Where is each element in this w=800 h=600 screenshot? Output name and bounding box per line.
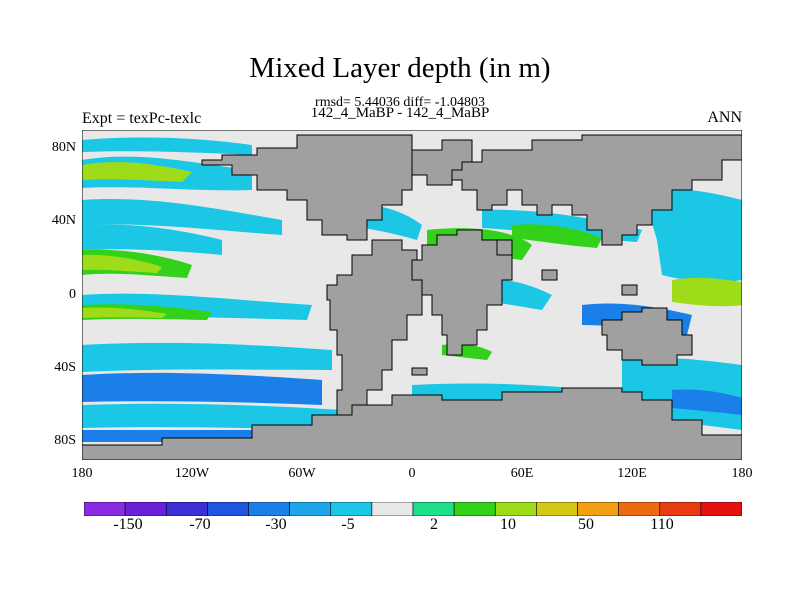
lon-label-180-east: 180 (731, 466, 753, 481)
experiment-label: Expt = texPc-texlc (82, 110, 202, 127)
colorbar-swatch (371, 502, 414, 516)
colorbar-label: 2 (430, 516, 438, 533)
lon-label-120E: 120E (617, 466, 647, 481)
lon-label-120W: 120W (174, 466, 210, 481)
colorbar-swatch (124, 502, 167, 516)
colorbar-swatch (494, 502, 537, 516)
plot-subtitle: 142_4_MaBP - 142_4_MaBP (310, 105, 490, 121)
colorbar-swatch (248, 502, 290, 516)
colorbar-swatch (536, 502, 578, 516)
colorbar-swatch (84, 502, 126, 516)
colorbar-label: 50 (578, 516, 594, 533)
map-panel (82, 130, 742, 460)
colorbar-label: -30 (265, 516, 287, 533)
stats-line: rmsd= 5.44036 diff= -1.04803 (315, 95, 485, 110)
colorbar-swatch (618, 502, 661, 516)
lon-label-0: 0 (408, 466, 416, 481)
colorbar-swatch (700, 502, 742, 516)
lat-label-0: 0 (69, 287, 76, 302)
colorbar-swatch (577, 502, 619, 516)
colorbar (84, 502, 742, 516)
plot-title: Mixed Layer depth (in m) (249, 52, 551, 84)
colorbar-swatch (412, 502, 455, 516)
lat-label-40N: 40N (51, 213, 76, 228)
lat-label-40S: 40S (54, 360, 76, 375)
lat-label-80S: 80S (54, 433, 76, 448)
lon-label-60E: 60E (510, 466, 534, 481)
colorbar-swatch (165, 502, 208, 516)
colorbar-label: -150 (113, 516, 143, 533)
colorbar-label: 110 (650, 516, 674, 533)
colorbar-swatch (207, 502, 249, 516)
colorbar-label: 10 (500, 516, 516, 533)
colorbar-swatch (659, 502, 702, 516)
colorbar-swatch (453, 502, 496, 516)
land-masses (82, 134, 742, 460)
lon-label-180-west: 180 (71, 466, 93, 481)
colorbar-label: -70 (189, 516, 211, 533)
colorbar-label: -5 (341, 516, 355, 533)
season-label: ANN (707, 109, 742, 126)
lon-label-60W: 60W (288, 466, 316, 481)
colorbar-swatch (330, 502, 373, 516)
lat-label-80N: 80N (51, 140, 76, 155)
colorbar-swatch (289, 502, 332, 516)
